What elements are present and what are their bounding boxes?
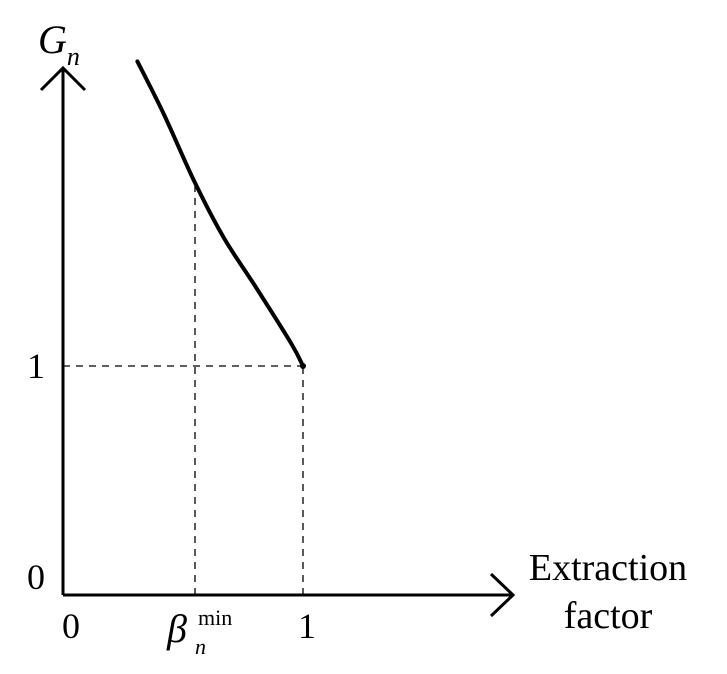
x-tick-label-0: 0 bbox=[62, 606, 80, 646]
x-axis-label-line-1: Extraction bbox=[529, 547, 687, 589]
beta-symbol: β bbox=[166, 606, 187, 651]
y-axis-arrowhead bbox=[39, 65, 87, 92]
y-axis-label-main: G bbox=[38, 17, 67, 62]
x-tick-label-beta-min: β min n bbox=[166, 605, 232, 659]
y-tick-label-1: 1 bbox=[27, 346, 45, 386]
beta-superscript: min bbox=[198, 605, 232, 630]
series-end-point bbox=[300, 363, 306, 369]
x-axis-label-line-2: factor bbox=[564, 595, 653, 637]
beta-subscript: n bbox=[195, 634, 206, 659]
series-line bbox=[135, 59, 305, 368]
y-axis-label-subscript: n bbox=[67, 42, 80, 71]
y-axis-label: Gn bbox=[38, 17, 80, 71]
y-tick-label-0: 0 bbox=[27, 557, 45, 597]
x-tick-label-1: 1 bbox=[298, 606, 316, 646]
x-axis-arrowhead bbox=[489, 572, 516, 618]
